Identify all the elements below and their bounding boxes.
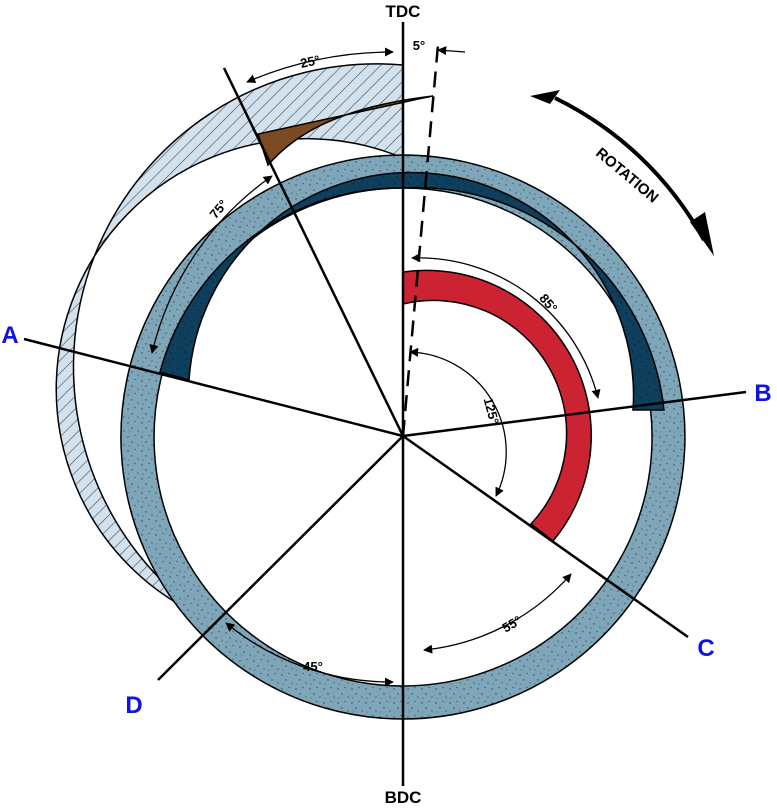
label-125deg: 125° (481, 396, 502, 426)
rotation-arrowhead-icon (690, 212, 714, 256)
label-25deg: 25° (299, 52, 321, 71)
label-bdc: BDC (385, 788, 422, 807)
label-point-a: A (1, 322, 18, 349)
hatched-exhaust-band (55, 63, 404, 621)
arc-55 (423, 573, 572, 654)
arc-45 (225, 622, 394, 687)
label-tdc: TDC (386, 2, 421, 21)
arc-75 (149, 175, 273, 354)
line-d (157, 435, 404, 681)
inner-dark-lower (189, 380, 559, 601)
label-5deg: 5° (413, 38, 425, 53)
arc-85 (411, 253, 601, 399)
arc-5 (437, 46, 466, 56)
brown-wedge (257, 95, 434, 167)
line-a (23, 337, 404, 438)
arc-25 (246, 47, 394, 83)
dashed-5deg-line (401, 44, 440, 437)
label-85deg: 85° (536, 291, 560, 316)
line-25deg (222, 67, 405, 437)
rotation-arrow (554, 96, 706, 241)
arc-125 (409, 347, 507, 497)
label-point-c: C (697, 635, 714, 662)
label-55deg: 55° (499, 613, 524, 636)
label-rotation: ROTATION (592, 145, 661, 207)
label-point-b: B (754, 380, 771, 407)
label-45deg: 45° (303, 659, 323, 674)
rotation-tail-icon (530, 90, 560, 104)
label-point-d: D (125, 692, 142, 719)
